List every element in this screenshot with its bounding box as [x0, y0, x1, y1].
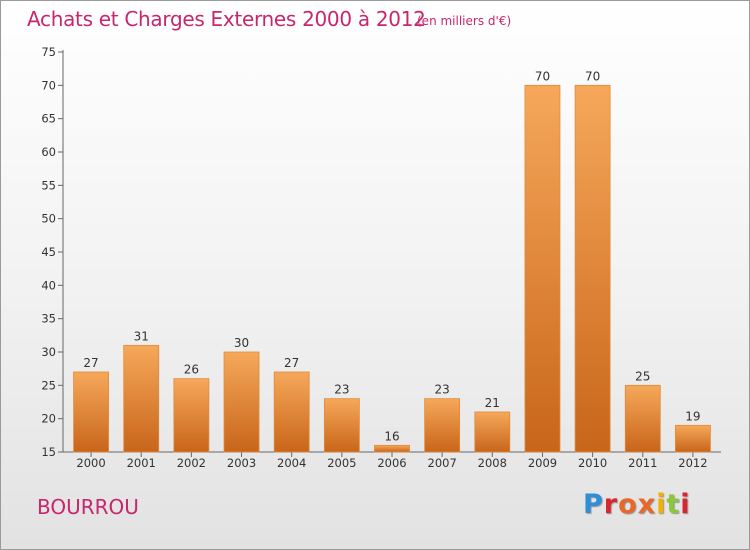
commune-name: BOURROU — [37, 495, 139, 519]
bar-2004 — [273, 371, 310, 453]
bar-2009 — [524, 84, 561, 453]
labels: 27 31 26 30 27 23 16 23 21 70 70 25 19 — [83, 69, 700, 443]
x-tick-label: 2003 — [227, 456, 256, 470]
bar-2011 — [624, 384, 661, 453]
x-tick-label: 2008 — [478, 456, 507, 470]
data-label-2005: 23 — [334, 383, 349, 397]
data-label-2006: 16 — [384, 429, 399, 443]
bar-2001 — [123, 344, 160, 453]
bar-2000 — [73, 371, 109, 453]
data-label-2001: 31 — [134, 329, 149, 343]
y-tick-label: 75 — [41, 45, 56, 59]
y-tick-label: 70 — [41, 78, 56, 92]
x-tick-label: 2011 — [628, 456, 657, 470]
data-label-2010: 70 — [585, 69, 600, 83]
y-tick-label: 15 — [41, 445, 56, 459]
data-label-2009: 70 — [535, 69, 550, 83]
y-tick-label: 35 — [41, 312, 56, 326]
y-tick-label: 40 — [41, 278, 56, 292]
y-tick-label: 45 — [41, 245, 56, 259]
data-label-2003: 30 — [234, 336, 249, 350]
bar-2005 — [323, 398, 360, 453]
data-label-2008: 21 — [485, 396, 500, 410]
x-tick-label: 2004 — [277, 456, 306, 470]
bar-2012 — [675, 424, 711, 453]
x-tick-label: 2012 — [678, 456, 707, 470]
bars — [73, 84, 711, 453]
bar-2008 — [474, 411, 511, 453]
proxiti-logo[interactable]: Proxiti — [583, 489, 691, 520]
data-label-2004: 27 — [284, 356, 299, 370]
bar-2007 — [424, 398, 461, 453]
x-tick-label: 2001 — [127, 456, 156, 470]
y-tick-label: 25 — [41, 378, 56, 392]
data-label-2002: 26 — [184, 363, 199, 377]
y-tick-label: 30 — [41, 345, 56, 359]
y-tick-label: 20 — [41, 412, 56, 426]
x-tick-label: 2005 — [327, 456, 356, 470]
x-tick-label: 2010 — [578, 456, 607, 470]
y-tick-label: 60 — [41, 145, 56, 159]
data-label-2007: 23 — [435, 383, 450, 397]
x-tick-label: 2002 — [177, 456, 206, 470]
bar-2010 — [574, 84, 611, 453]
axes: 15 20 25 30 35 40 45 50 55 60 65 70 75 2000 2001 2002 20… — [41, 45, 721, 470]
y-tick-label: 55 — [41, 178, 56, 192]
bar-2002 — [173, 378, 210, 453]
x-tick-label: 2007 — [428, 456, 457, 470]
bar-2006 — [374, 444, 410, 453]
data-label-2011: 25 — [635, 369, 650, 383]
x-tick-label: 2006 — [377, 456, 406, 470]
bar-2003 — [223, 351, 260, 453]
y-tick-label: 65 — [41, 112, 56, 126]
data-label-2000: 27 — [83, 356, 98, 370]
y-tick-label: 50 — [41, 212, 56, 226]
chart-title: Achats et Charges Externes 2000 à 2012 — [27, 7, 426, 31]
chart-unit: (en milliers d'€) — [417, 14, 512, 28]
data-label-2012: 19 — [685, 409, 700, 423]
x-tick-label: 2000 — [76, 456, 105, 470]
x-tick-label: 2009 — [528, 456, 557, 470]
